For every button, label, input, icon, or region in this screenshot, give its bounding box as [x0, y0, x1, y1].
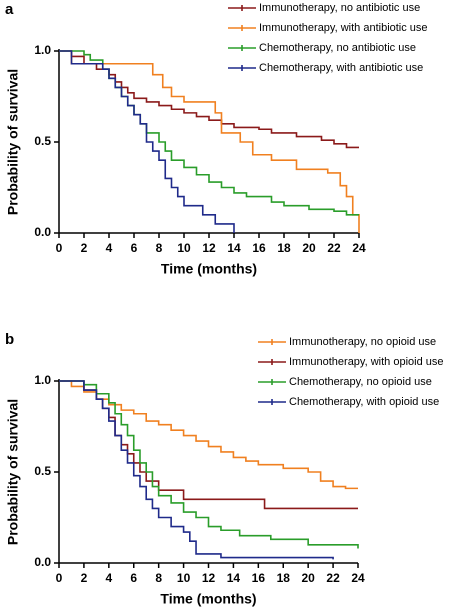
y-tick-label: 0.0: [34, 225, 51, 239]
x-tick-label: 22: [327, 241, 341, 255]
x-tick-label: 4: [106, 241, 113, 255]
x-axis-label: Time (months): [160, 591, 256, 607]
legend-label: Chemotherapy, no opioid use: [289, 376, 432, 388]
x-tick-label: 24: [352, 241, 366, 255]
x-tick-label: 18: [277, 241, 291, 255]
x-tick-label: 12: [202, 241, 216, 255]
x-tick-label: 4: [105, 571, 112, 585]
survival-curve: [59, 50, 359, 216]
legend-label: Immunotherapy, with antibiotic use: [259, 22, 428, 34]
panel-label: b: [5, 331, 14, 348]
x-tick-label: 14: [227, 241, 241, 255]
x-tick-label: 10: [177, 241, 191, 255]
x-tick-label: 8: [156, 241, 163, 255]
y-tick-label: 0.5: [34, 464, 51, 478]
x-tick-label: 16: [252, 241, 266, 255]
x-tick-label: 8: [155, 571, 162, 585]
legend-label: Immunotherapy, no antibiotic use: [259, 2, 420, 14]
survival-curve: [59, 380, 334, 560]
x-tick-label: 2: [81, 241, 88, 255]
x-tick-label: 10: [177, 571, 191, 585]
legend-label: Chemotherapy, no antibiotic use: [259, 42, 416, 54]
x-tick-label: 12: [202, 571, 216, 585]
x-tick-label: 0: [56, 571, 63, 585]
y-axis-label: Probability of survival: [5, 399, 21, 545]
survival-curve: [59, 50, 360, 233]
x-tick-label: 24: [351, 571, 365, 585]
y-tick-label: 0.5: [34, 134, 51, 148]
x-tick-label: 22: [326, 571, 340, 585]
survival-curve: [59, 50, 235, 233]
x-axis-label: Time (months): [161, 261, 257, 277]
legend-label: Immunotherapy, no opioid use: [289, 336, 436, 348]
legend-label: Chemotherapy, with antibiotic use: [259, 62, 423, 74]
y-tick-label: 0.0: [34, 555, 51, 569]
survival-curve: [59, 380, 359, 549]
panel-label: a: [5, 1, 14, 18]
x-tick-label: 20: [302, 241, 316, 255]
y-axis-label: Probability of survival: [5, 69, 21, 215]
x-tick-label: 16: [252, 571, 266, 585]
y-tick-label: 1.0: [34, 373, 51, 387]
y-tick-label: 1.0: [34, 43, 51, 57]
x-tick-label: 0: [56, 241, 63, 255]
x-tick-label: 20: [301, 571, 315, 585]
x-tick-label: 14: [227, 571, 241, 585]
x-tick-label: 6: [130, 571, 137, 585]
legend-label: Immunotherapy, with opioid use: [289, 356, 444, 368]
legend-label: Chemotherapy, with opioid use: [289, 396, 439, 408]
x-tick-label: 18: [277, 571, 291, 585]
x-tick-label: 6: [131, 241, 138, 255]
x-tick-label: 2: [81, 571, 88, 585]
